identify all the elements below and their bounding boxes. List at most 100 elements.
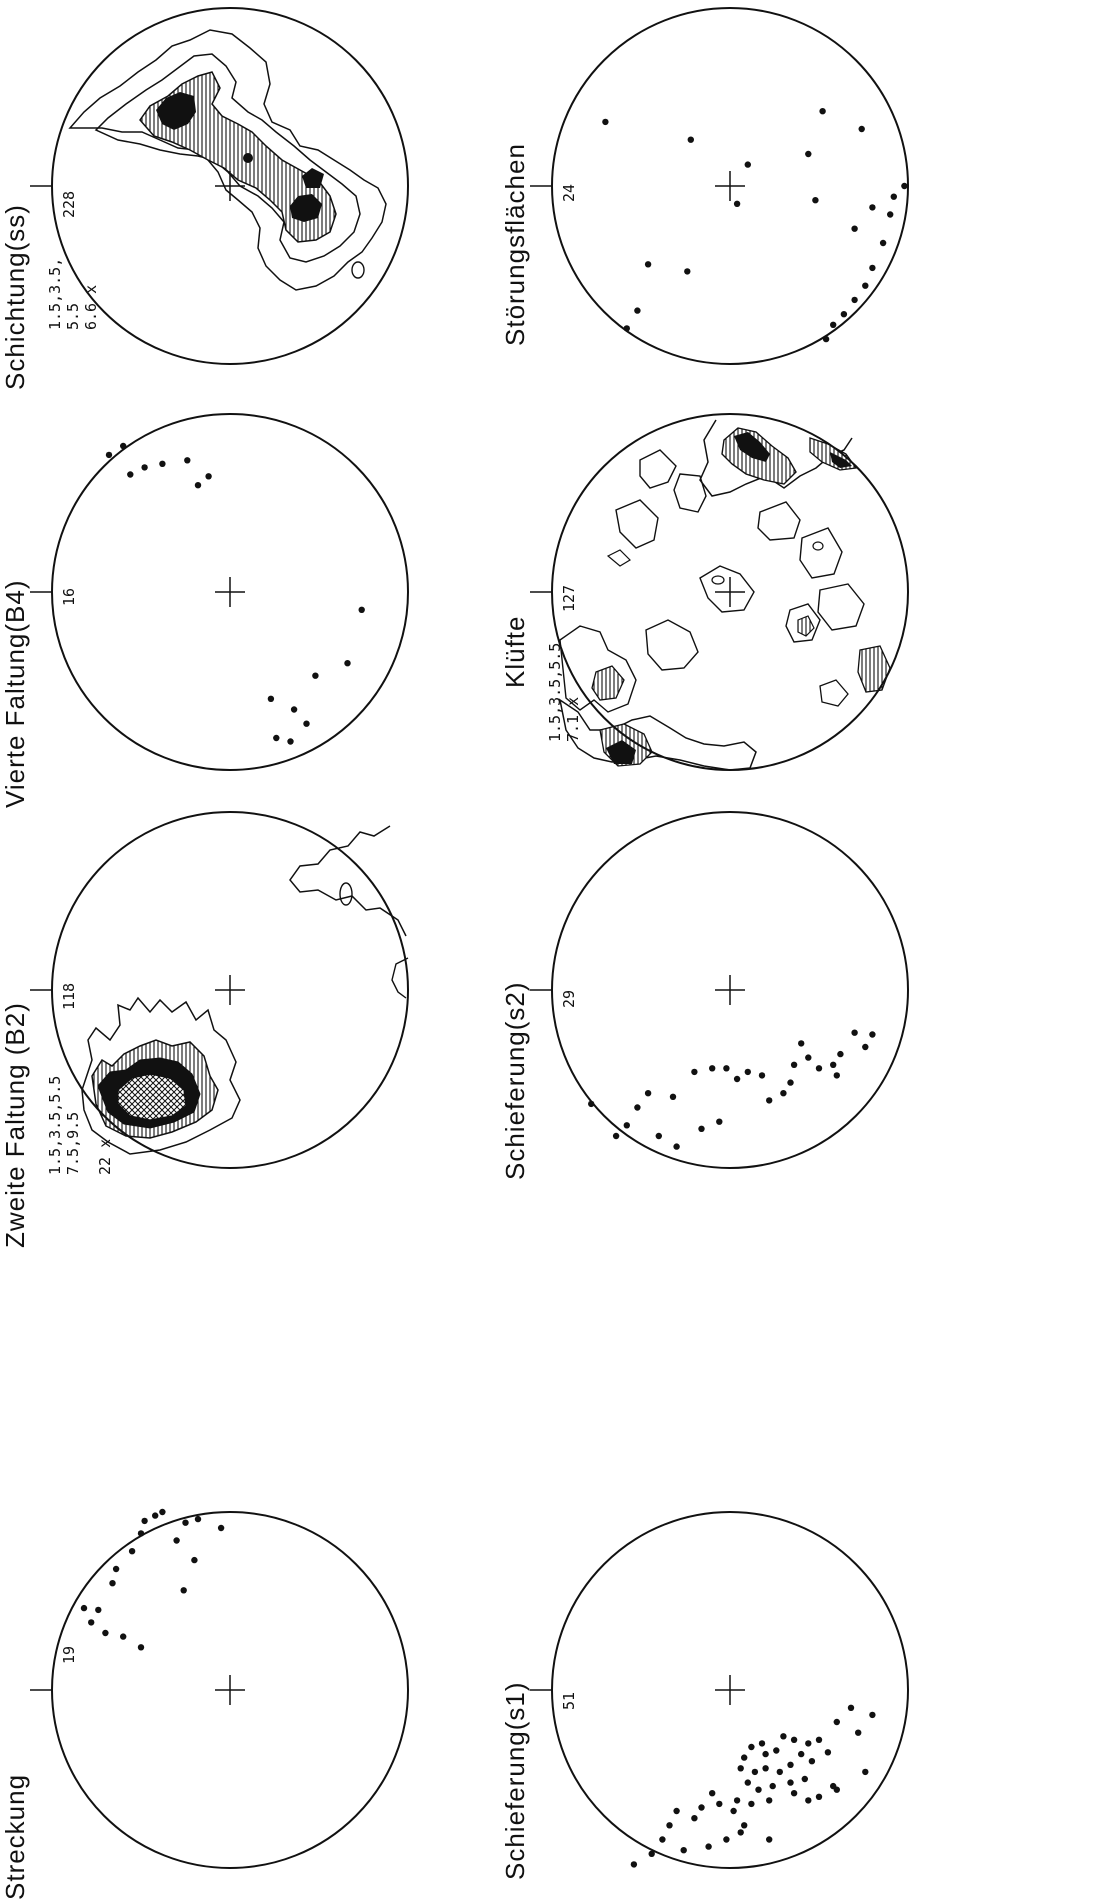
data-point [858,125,865,133]
measurement-count: 24 [560,184,578,202]
measurement-count: 127 [560,585,578,612]
data-point [80,1604,88,1612]
data-point [862,1043,869,1051]
plot-vierte-faltung: Vierte Faltung(B4) 16 [0,413,409,808]
data-point [815,1065,823,1072]
data-point [762,1750,769,1758]
data-point [684,268,691,275]
data-point [673,1807,680,1815]
data-point [766,1097,773,1104]
data-point [723,1836,730,1843]
data-point [137,1644,145,1651]
data-point [673,1143,680,1150]
data-point [798,1040,805,1047]
data-point [194,1515,202,1523]
plot-schieferung-s2: Schieferung(s2) 29 [500,811,909,1180]
data-point [102,1629,109,1637]
plot-zweite-faltung: Zweite Faltung (B2) 118 1.5,3.5,5.5 7.5,… [0,811,409,1248]
data-point [776,1768,783,1776]
data-point [869,1711,876,1719]
data-point [837,1050,844,1058]
data-point [709,1065,716,1072]
data-point [644,1090,652,1097]
contour-intervals-line2: 7.5,9.5 [64,1112,82,1175]
data-point [698,1125,705,1133]
data-point [184,457,191,464]
data-point [798,1750,805,1758]
data-point [127,471,134,478]
data-point [805,1797,812,1804]
contour-intervals-line2: 7.1 x [564,697,582,742]
data-point [602,118,609,126]
data-point [344,660,351,667]
data-point [159,1508,166,1516]
data-point [180,1587,187,1594]
data-point [787,1761,794,1769]
data-point [758,1740,766,1747]
data-point [634,1104,641,1111]
plot-title: Schieferung(s2) [500,981,530,1180]
data-point [623,1122,630,1129]
data-point [830,1782,837,1790]
data-point [762,1765,769,1772]
data-point [137,1530,145,1537]
data-point [869,204,876,211]
measurement-count: 51 [560,1692,578,1710]
plot-title: Streckung [0,1774,30,1899]
data-point [687,136,694,143]
data-point [120,442,127,450]
data-point [737,1765,744,1772]
data-point [612,1132,620,1140]
data-point [773,1747,780,1754]
data-point [847,1704,855,1712]
data-point [830,1061,837,1069]
data-point [755,1786,762,1793]
data-point [152,1512,159,1519]
plot-title: Schieferung(s1) [500,1681,530,1880]
data-point [766,1797,773,1804]
data-point [120,1633,127,1640]
data-point [634,307,641,314]
data-point [644,261,652,268]
data-point [737,1829,744,1836]
data-point [887,211,894,218]
data-point [790,1061,798,1069]
data-point [691,1068,698,1076]
data-point [744,161,751,168]
plot-title: Zweite Faltung (B2) [0,1002,30,1248]
data-point [890,193,897,200]
data-point [217,1524,225,1532]
data-point [128,1548,136,1555]
data-point [303,720,310,727]
data-point [112,1565,120,1573]
measurement-count: 228 [60,191,78,218]
data-point [741,1754,748,1761]
data-point [741,1822,748,1829]
density-contours [68,29,387,291]
data-point [630,1861,638,1868]
data-point [723,1065,730,1072]
data-point [655,1132,662,1140]
data-point [851,1029,858,1036]
data-point [748,1743,755,1751]
data-point [805,150,812,158]
data-point [733,1797,741,1804]
data-point [733,1075,741,1083]
data-point [840,311,848,318]
data-point [659,1836,666,1843]
data-point [191,1556,198,1564]
data-point [290,706,298,713]
plot-schichtung: Schichtung(ss) 228 1.5,3.5, 5.5 6.6 x [0,7,409,390]
data-point [194,482,202,489]
measurement-count: 29 [560,990,578,1008]
data-point [751,1768,759,1776]
data-point [182,1519,189,1526]
data-point [267,695,275,702]
data-point [824,1749,832,1756]
plot-stoerungsflaechen: Störungsflächen 24 [500,7,909,365]
data-point [744,1779,751,1786]
data-point [141,1517,148,1525]
density-contours [81,825,409,1155]
data-point [851,225,858,232]
data-point [822,335,830,343]
